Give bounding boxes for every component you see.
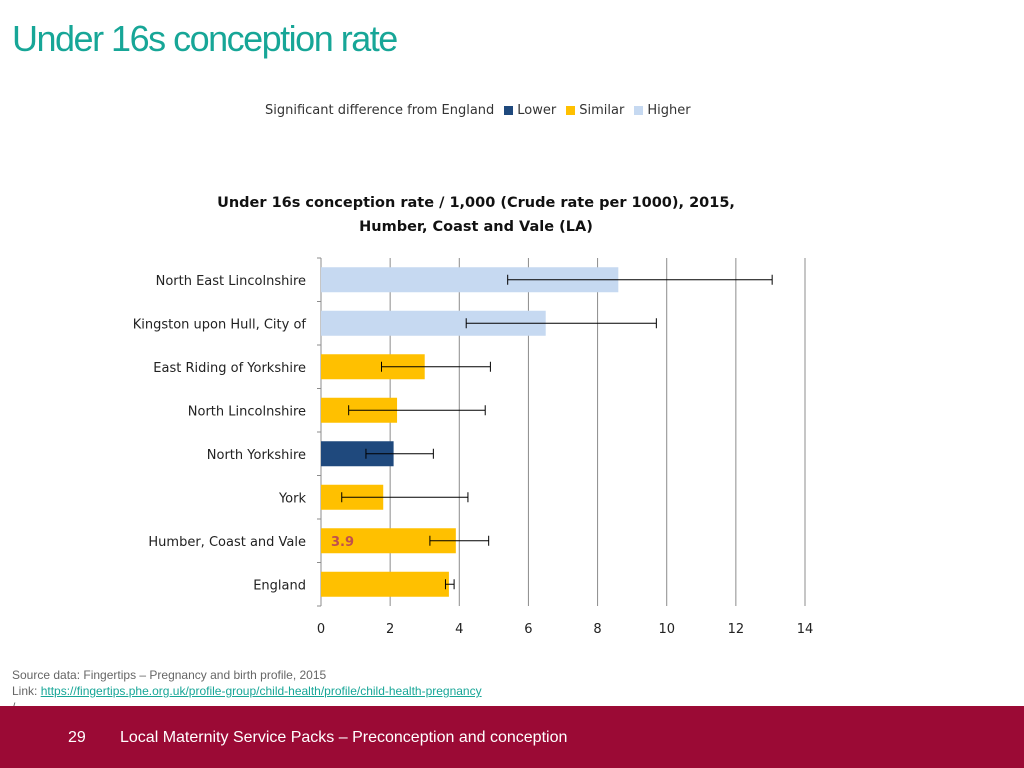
x-tick-label: 14 xyxy=(797,622,814,637)
source-note: Source data: Fingertips – Pregnancy and … xyxy=(12,667,482,715)
x-tick-label: 2 xyxy=(386,622,394,637)
legend-title: Significant difference from England xyxy=(265,103,495,118)
chart-title-line1: Under 16s conception rate / 1,000 (Crude… xyxy=(217,195,735,211)
category-label: Kingston upon Hull, City of xyxy=(133,317,307,332)
source-line: Source data: Fingertips – Pregnancy and … xyxy=(12,668,327,682)
category-label: Humber, Coast and Vale xyxy=(148,535,306,550)
chart-title: Under 16s conception rate / 1,000 (Crude… xyxy=(200,191,752,239)
source-link[interactable]: https://fingertips.phe.org.uk/profile-gr… xyxy=(40,684,482,698)
legend-swatch-lower xyxy=(504,106,514,115)
category-label: East Riding of Yorkshire xyxy=(153,361,306,376)
data-label: 3.9 xyxy=(331,535,354,550)
bar xyxy=(321,571,449,597)
x-tick-label: 12 xyxy=(728,622,745,637)
legend-item-lower: Lower xyxy=(504,103,556,118)
legend-label-lower: Lower xyxy=(517,103,557,118)
category-label: England xyxy=(253,578,306,593)
source-link-prefix: Link: xyxy=(12,684,41,698)
footer-title: Local Maternity Service Packs – Preconce… xyxy=(120,729,568,746)
legend-label-similar: Similar xyxy=(579,103,625,118)
legend-swatch-similar xyxy=(566,106,576,115)
x-tick-label: 4 xyxy=(455,622,463,637)
legend-item-higher: Higher xyxy=(634,103,691,118)
x-tick-label: 6 xyxy=(524,622,532,637)
source-link-line: Link: https://fingertips.phe.org.uk/prof… xyxy=(12,683,482,699)
x-tick-label: 10 xyxy=(658,622,675,637)
x-tick-label: 0 xyxy=(317,622,325,637)
category-label: North Lincolnshire xyxy=(188,404,306,419)
legend-swatch-higher xyxy=(634,106,644,115)
bar-chart: 0 2 4 6 8 10 12 14 North East Lincolnshire Kingst… xyxy=(133,257,814,637)
chart-legend: Significant difference from England Lowe… xyxy=(265,103,691,118)
category-label: North Yorkshire xyxy=(207,448,306,463)
footer-bar: 29 Local Maternity Service Packs – Preco… xyxy=(0,706,1024,768)
category-label: York xyxy=(278,491,307,506)
legend-label-higher: Higher xyxy=(647,103,691,118)
legend-item-similar: Similar xyxy=(566,103,624,118)
category-label: North East Lincolnshire xyxy=(156,274,306,289)
chart-title-line2: Humber, Coast and Vale (LA) xyxy=(359,219,593,235)
page-number: 29 xyxy=(68,729,86,746)
slide-title: Under 16s conception rate xyxy=(12,18,398,59)
x-tick-label: 8 xyxy=(593,622,601,637)
